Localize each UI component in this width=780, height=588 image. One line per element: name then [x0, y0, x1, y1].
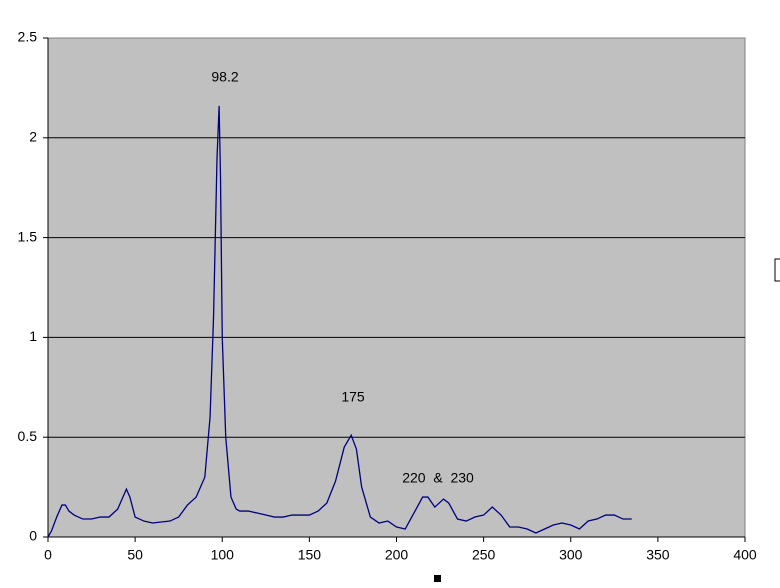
x-tick-label: 0 [44, 547, 52, 563]
x-tick-label: 250 [472, 547, 496, 563]
y-tick-label: 1.5 [18, 228, 38, 244]
y-tick-label: 2 [29, 129, 37, 145]
annotation: 98.2 [211, 69, 238, 85]
x-tick-label: 350 [646, 547, 670, 563]
x-tick-label: 300 [559, 547, 583, 563]
data-line [47, 105, 632, 538]
x-tick-label: 150 [298, 547, 322, 563]
x-tick-label: 50 [127, 547, 143, 563]
x-tick-label: 200 [385, 547, 409, 563]
handle [434, 575, 441, 582]
y-tick-label: 2.5 [18, 29, 38, 45]
y-tick-label: 0 [29, 528, 37, 544]
annotation: 175 [341, 389, 365, 405]
annotation: 220 & 230 [402, 470, 474, 486]
y-tick-label: 1 [29, 328, 37, 344]
x-tick-label: 400 [733, 547, 757, 563]
y-tick-label: 0.5 [18, 428, 38, 444]
plot-area [47, 37, 746, 538]
legend-edge [774, 258, 780, 282]
x-tick-label: 100 [211, 547, 235, 563]
